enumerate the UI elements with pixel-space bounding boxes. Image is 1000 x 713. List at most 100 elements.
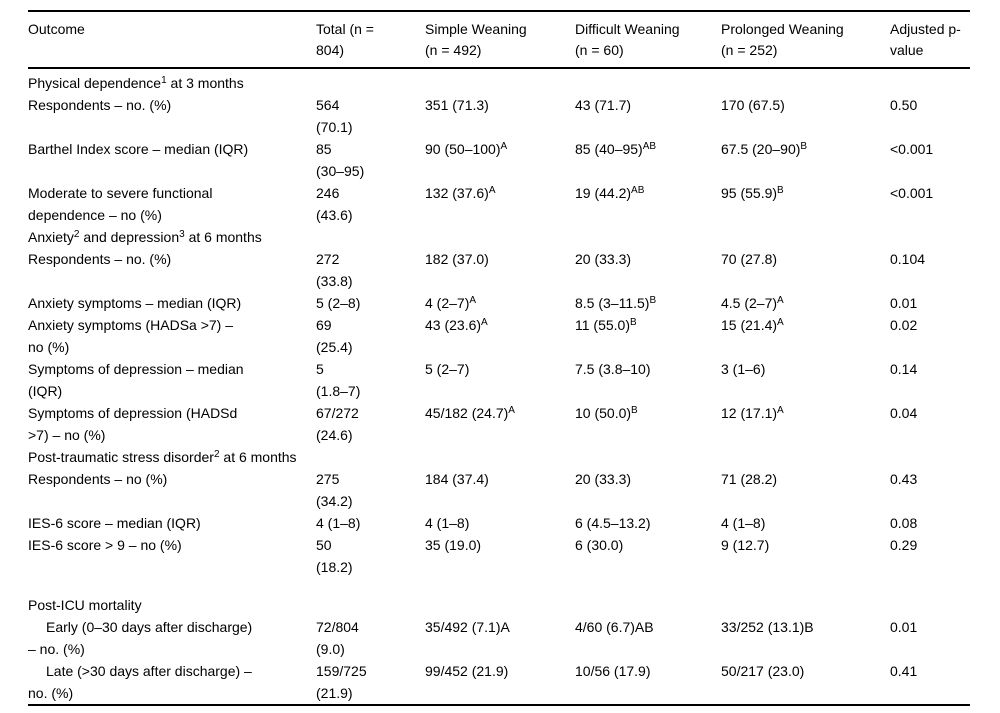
- superscript-annotation: AB: [631, 185, 645, 196]
- total-cell: 159/725 (21.9): [316, 663, 367, 701]
- superscript-annotation: B: [630, 317, 637, 328]
- pvalue-cell: <0.001: [890, 141, 934, 157]
- outcome-cell: Respondents – no (%): [28, 471, 168, 487]
- header-row: Outcome Total (n = 804) Simple Weaning (…: [28, 11, 970, 69]
- simple-weaning-cell: 35/492 (7.1)A: [425, 619, 510, 635]
- total-cell: 275 (34.2): [316, 471, 353, 509]
- prolonged-weaning-cell: 170 (67.5): [721, 97, 785, 113]
- simple-weaning-cell: 184 (37.4): [425, 471, 489, 487]
- superscript-annotation: A: [488, 185, 496, 196]
- simple-weaning-cell: 45/182 (24.7)A: [425, 405, 515, 421]
- outcome-cell: Moderate to severe functional dependence…: [28, 185, 213, 223]
- simple-weaning-cell: 351 (71.3): [425, 97, 489, 113]
- table-row: Symptoms of depression – median (IQR) 5 (…: [28, 358, 970, 402]
- column-header-simple: Simple Weaning (n = 492): [425, 11, 575, 69]
- superscript-annotation: B: [777, 185, 784, 196]
- pvalue-cell: 0.08: [890, 515, 918, 531]
- prolonged-weaning-cell: 70 (27.8): [721, 251, 778, 267]
- outcome-cell: Respondents – no. (%): [28, 97, 172, 113]
- prolonged-weaning-cell: 50/217 (23.0): [721, 663, 805, 679]
- prolonged-weaning-cell: 9 (12.7): [721, 537, 770, 553]
- superscript-annotation: 1: [161, 75, 167, 86]
- simple-weaning-cell: 43 (23.6)A: [425, 317, 488, 333]
- section-row: Post-ICU mortality: [28, 578, 970, 616]
- table-row: IES-6 score – median (IQR) 4 (1–8) 4 (1–8)…: [28, 512, 970, 534]
- superscript-annotation: A: [777, 295, 784, 306]
- outcome-cell: IES-6 score > 9 – no (%): [28, 537, 182, 553]
- difficult-weaning-cell: 10/56 (17.9): [575, 663, 651, 679]
- outcome-cell: Anxiety symptoms (HADSa >7) – no (%): [28, 317, 234, 355]
- pvalue-cell: 0.01: [890, 295, 918, 311]
- total-cell: 85 (30–95): [316, 141, 365, 179]
- table-header: Outcome Total (n = 804) Simple Weaning (…: [28, 11, 970, 69]
- prolonged-weaning-cell: 4.5 (2–7)A: [721, 295, 784, 311]
- table-row: IES-6 score > 9 – no (%) 50 (18.2) 35 (19.…: [28, 534, 970, 578]
- column-header-outcome: Outcome: [28, 11, 316, 69]
- total-cell: 5 (2–8): [316, 295, 361, 311]
- outcome-cell: Symptoms of depression – median (IQR): [28, 361, 244, 399]
- prolonged-weaning-cell: 15 (21.4)A: [721, 317, 784, 333]
- outcome-cell: Anxiety symptoms – median (IQR): [28, 295, 242, 311]
- section-row: Physical dependence1 at 3 months: [28, 68, 970, 94]
- superscript-annotation: 2: [73, 229, 80, 240]
- section-row: Post-traumatic stress disorder2 at 6 mon…: [28, 446, 970, 468]
- simple-weaning-cell: 132 (37.6)A: [425, 185, 496, 201]
- prolonged-weaning-cell: 71 (28.2): [721, 471, 778, 487]
- pvalue-cell: 0.43: [890, 471, 918, 487]
- column-header-total: Total (n = 804): [316, 11, 425, 69]
- pvalue-cell: 0.02: [890, 317, 918, 333]
- outcomes-table: Outcome Total (n = 804) Simple Weaning (…: [28, 10, 970, 706]
- table-row: Moderate to severe functional dependence…: [28, 182, 970, 226]
- simple-weaning-cell: 35 (19.0): [425, 537, 482, 553]
- total-cell: 72/804 (9.0): [316, 619, 359, 657]
- total-cell: 50 (18.2): [316, 537, 353, 575]
- simple-weaning-cell: 4 (1–8): [425, 515, 470, 531]
- total-cell: 69 (25.4): [316, 317, 353, 355]
- prolonged-weaning-cell: 33/252 (13.1)B: [721, 619, 814, 635]
- difficult-weaning-cell: 8.5 (3–11.5)B: [575, 295, 657, 311]
- superscript-annotation: A: [481, 317, 488, 328]
- column-header-difficult: Difficult Weaning (n = 60): [575, 11, 721, 69]
- superscript-annotation: A: [777, 317, 784, 328]
- simple-weaning-cell: 4 (2–7)A: [425, 295, 477, 311]
- pvalue-cell: 0.50: [890, 97, 918, 113]
- difficult-weaning-cell: 6 (4.5–13.2): [575, 515, 651, 531]
- difficult-weaning-cell: 85 (40–95)AB: [575, 141, 657, 157]
- table-body: Physical dependence1 at 3 months Responde…: [28, 68, 970, 705]
- prolonged-weaning-cell: 3 (1–6): [721, 361, 766, 377]
- pvalue-cell: 0.104: [890, 251, 926, 267]
- superscript-annotation: B: [800, 141, 808, 152]
- superscript-annotation: A: [508, 405, 515, 416]
- prolonged-weaning-cell: 67.5 (20–90)B: [721, 141, 808, 157]
- section-label: Post-traumatic stress disorder2 at 6 mon…: [28, 449, 297, 465]
- simple-weaning-cell: 90 (50–100)A: [425, 141, 508, 157]
- difficult-weaning-cell: 10 (50.0)B: [575, 405, 638, 421]
- simple-weaning-cell: 99/452 (21.9): [425, 663, 509, 679]
- difficult-weaning-cell: 11 (55.0)B: [575, 317, 637, 333]
- pvalue-cell: 0.29: [890, 537, 918, 553]
- total-cell: 272 (33.8): [316, 251, 353, 289]
- outcome-cell: Early (0–30 days after discharge) – no. …: [28, 619, 253, 657]
- superscript-annotation: 3: [179, 229, 185, 240]
- superscript-annotation: AB: [642, 141, 657, 152]
- difficult-weaning-cell: 4/60 (6.7)AB: [575, 619, 654, 635]
- pvalue-cell: 0.04: [890, 405, 918, 421]
- superscript-annotation: A: [500, 141, 508, 152]
- total-cell: 67/272 (24.6): [316, 405, 359, 443]
- table-row: Respondents – no. (%) 272 (33.8) 182 (37.0…: [28, 248, 970, 292]
- outcome-cell: Late (>30 days after discharge) – no. (%…: [28, 663, 252, 701]
- difficult-weaning-cell: 7.5 (3.8–10): [575, 361, 651, 377]
- superscript-annotation: 2: [213, 449, 220, 460]
- prolonged-weaning-cell: 12 (17.1)A: [721, 405, 784, 421]
- table-row: Respondents – no. (%) 564 (70.1) 351 (71.3…: [28, 94, 970, 138]
- table-row: Early (0–30 days after discharge) – no. …: [28, 616, 970, 660]
- prolonged-weaning-cell: 4 (1–8): [721, 515, 766, 531]
- superscript-annotation: A: [777, 405, 784, 416]
- section-label: Physical dependence1 at 3 months: [28, 75, 244, 91]
- simple-weaning-cell: 182 (37.0): [425, 251, 489, 267]
- pvalue-cell: 0.01: [890, 619, 918, 635]
- table-row: Respondents – no (%) 275 (34.2) 184 (37.4)…: [28, 468, 970, 512]
- total-cell: 246 (43.6): [316, 185, 353, 223]
- difficult-weaning-cell: 43 (71.7): [575, 97, 632, 113]
